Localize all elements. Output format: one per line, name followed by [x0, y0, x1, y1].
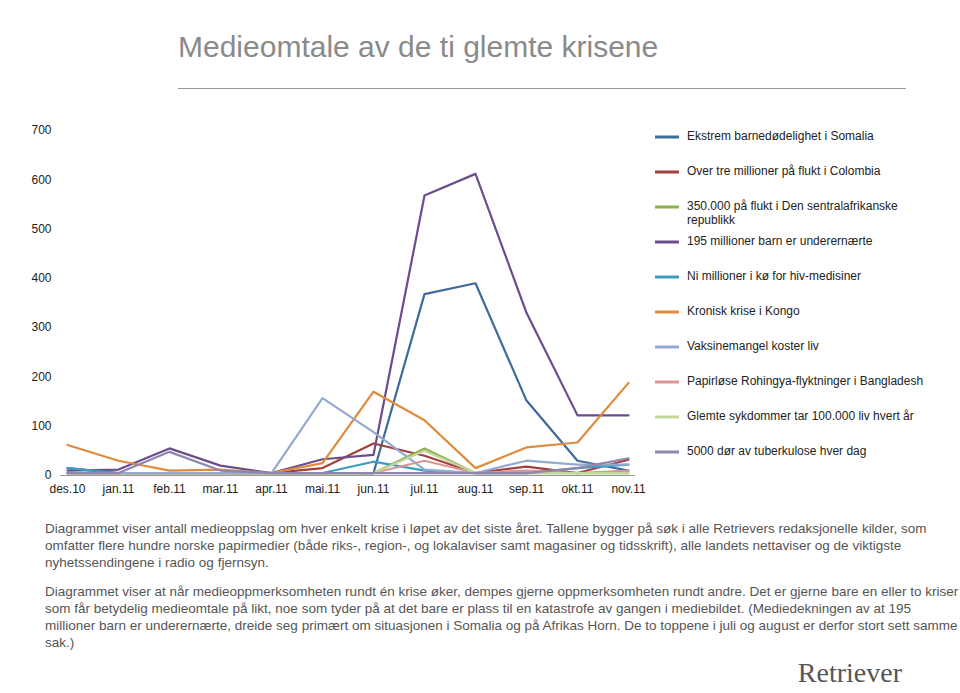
svg-text:0: 0: [45, 468, 52, 482]
html-text:Kronisk krise i Kongo: Kronisk krise i Kongo: [687, 304, 800, 318]
svg-text:100: 100: [31, 419, 51, 433]
svg-text:500: 500: [31, 222, 51, 236]
svg-text:jun.11: jun.11: [357, 482, 390, 496]
svg-text:feb.11: feb.11: [153, 482, 186, 496]
html-text:Ni millioner i kø for hiv-medi: Ni millioner i kø for hiv-medisiner: [687, 269, 861, 283]
html-text:195 millioner barn er underern: 195 millioner barn er underernærte: [687, 234, 873, 248]
svg-text:mar.11: mar.11: [203, 482, 239, 496]
html-text:Diagrammet viser antall medieo: Diagrammet viser antall medieoppslag om …: [45, 521, 927, 570]
html-text:Diagrammet viser at når medieo: Diagrammet viser at når medieoppmerksomh…: [45, 584, 959, 650]
svg-text:aug.11: aug.11: [458, 482, 494, 496]
html-text:5000 dør av tuberkulose hver d: 5000 dør av tuberkulose hver dag: [687, 444, 867, 458]
html-text:350.000 på flukt i Den sentral: 350.000 på flukt i Den sentralafrikanske…: [687, 199, 898, 227]
svg-text:400: 400: [31, 271, 51, 285]
svg-text:des.10: des.10: [49, 482, 85, 496]
html-text:Vaksinemangel koster liv: Vaksinemangel koster liv: [687, 339, 819, 353]
svg-text:300: 300: [31, 320, 51, 334]
svg-text:okt.11: okt.11: [562, 482, 594, 496]
svg-text:apr.11: apr.11: [255, 482, 288, 496]
html-text:Glemte sykdommer tar 100.000 l: Glemte sykdommer tar 100.000 liv hvert å…: [687, 409, 914, 423]
svg-text:jan.11: jan.11: [102, 482, 135, 496]
svg-text:jul.11: jul.11: [410, 482, 439, 496]
html-text:Retriever: Retriever: [797, 657, 902, 688]
svg-text:700: 700: [31, 123, 51, 137]
svg-text:mai.11: mai.11: [305, 482, 340, 496]
svg-text:600: 600: [31, 173, 51, 187]
html-text:Ekstrem barnedødelighet i Soma: Ekstrem barnedødelighet i Somalia: [687, 129, 874, 143]
html-text:Papirløse Rohingya-flyktninger: Papirløse Rohingya-flyktninger i Banglad…: [687, 374, 924, 388]
svg-text:nov.11: nov.11: [611, 482, 646, 496]
svg-text:sep.11: sep.11: [509, 482, 544, 496]
html-text:Medieomtale av de ti glemte kr: Medieomtale av de ti glemte krisene: [178, 30, 659, 63]
svg-text:200: 200: [31, 370, 51, 384]
html-text:Over tre millioner på flukt i: Over tre millioner på flukt i Colombia: [687, 164, 881, 178]
